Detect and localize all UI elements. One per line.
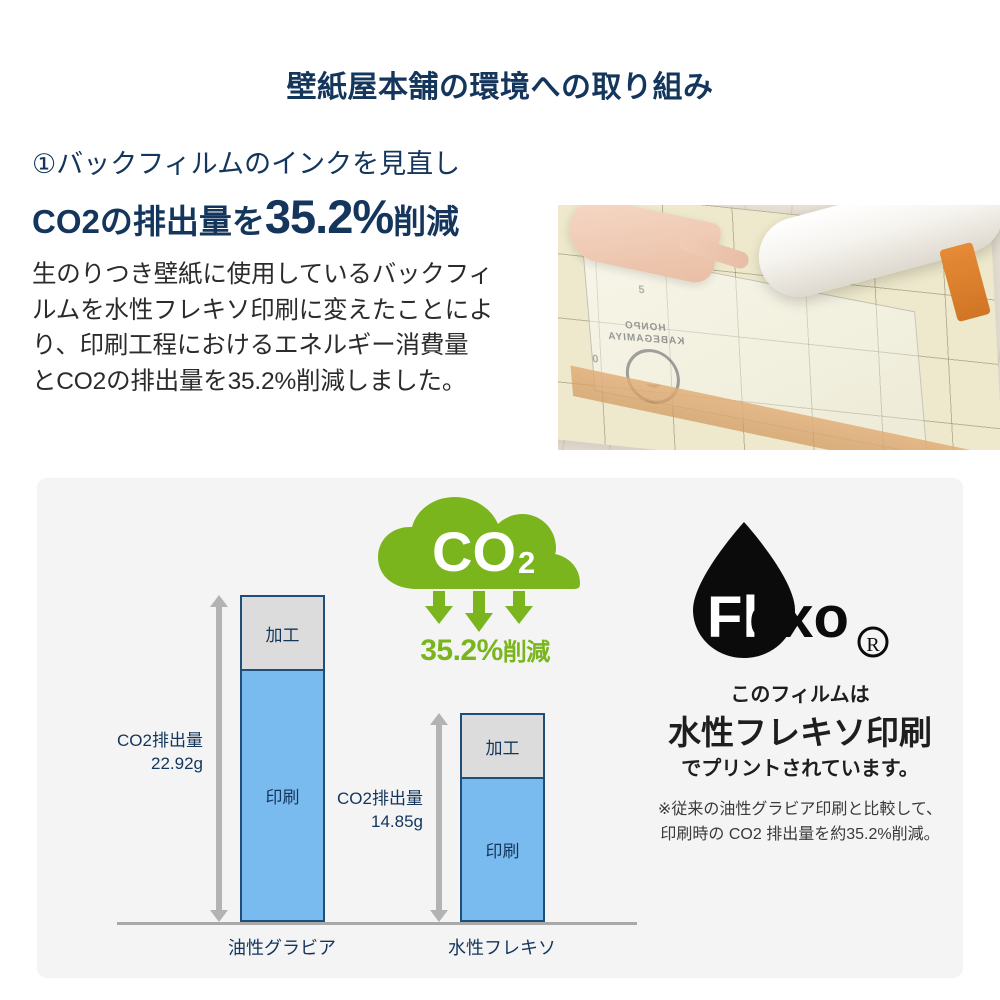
bar1-amount-value: 22.92g <box>151 753 203 773</box>
arrow-head-up-icon <box>430 713 448 725</box>
intro-highlight: CO2の排出量を35.2%削減 <box>32 192 552 241</box>
svg-text:2: 2 <box>518 545 535 580</box>
flexo-note-line: 印刷時の CO2 排出量を約35.2%削減。 <box>660 825 940 843</box>
co2-reduction-suffix: 削減 <box>502 639 551 666</box>
bar1-amount: CO2排出量 22.92g <box>55 730 203 776</box>
intro-body-line: ルムを水性フレキソ印刷に変えたことによ <box>32 296 494 324</box>
bar2-amount-value: 14.85g <box>371 811 423 831</box>
bar2-segment-processing: 加工 <box>462 715 543 777</box>
bar1-amount-label: CO2排出量 <box>117 731 203 750</box>
bar2-measure-arrow <box>430 713 448 922</box>
co2-reduction-value: 35.2% <box>420 634 503 667</box>
bar1-category-label: 油性グラビア <box>228 938 336 958</box>
svg-text:R: R <box>866 634 880 656</box>
co2-reduction-label: 35.2%削減 <box>370 632 600 668</box>
svg-text:exo: exo <box>749 585 849 650</box>
intro-body: 生のりつき壁紙に使用しているバックフィ ルムを水性フレキソ印刷に変えたことによ … <box>32 257 552 399</box>
intro-highlight-suffix: 削減 <box>393 202 460 240</box>
flexo-caption: このフィルムは <box>730 684 870 706</box>
flexo-droplet-icon: Fl exo R <box>693 522 889 658</box>
svg-text:Fl: Fl <box>707 585 759 650</box>
flexo-sub-text: でプリントされています。 <box>681 758 919 780</box>
arrow-shaft <box>436 723 442 912</box>
intro-body-line: とCO2の排出量を35.2%削減しました。 <box>32 367 467 395</box>
bar1-segment-processing: 加工 <box>242 597 323 669</box>
bar-water-flexo: 加工 印刷 <box>460 713 545 922</box>
arrow-head-up-icon <box>210 595 228 607</box>
intro-highlight-percent: 35.2% <box>264 189 394 243</box>
flexo-block: Fl exo R このフィルムは 水性フレキソ印刷 でプリントされています。 ※… <box>637 498 963 958</box>
flexo-logo: Fl exo R <box>637 518 963 663</box>
svg-text:CO: CO <box>432 520 516 583</box>
intro-heading: ①バックフィルムのインクを見直し <box>32 149 461 179</box>
intro-highlight-prefix: CO2の排出量を <box>32 202 265 240</box>
bar-oil-gravure: 加工 印刷 <box>240 595 325 922</box>
bar1-segment-printing: 印刷 <box>242 669 323 920</box>
comparison-panel: CO2排出量 22.92g 加工 印刷 油性グラビア CO2排出量 14.85g… <box>37 478 963 978</box>
co2-cloud-icon: CO 2 <box>378 497 580 632</box>
arrow-head-down-icon <box>210 910 228 922</box>
bar1-measure-arrow <box>210 595 228 922</box>
co2-cloud-graphic: CO 2 35.2%削減 <box>370 493 600 693</box>
chart-baseline <box>117 922 637 925</box>
flexo-note: ※従来の油性グラビア印刷と比較して、 印刷時の CO2 排出量を約35.2%削減… <box>637 798 963 848</box>
arrow-shaft <box>216 605 222 912</box>
flexo-note-line: ※従来の油性グラビア印刷と比較して、 <box>657 801 943 818</box>
flexo-main-text: 水性フレキソ印刷 <box>668 714 932 751</box>
page-title: 壁紙屋本舗の環境への取り組み <box>286 71 714 104</box>
bar2-category-label: 水性フレキソ <box>448 938 556 958</box>
bar2-amount-label: CO2排出量 <box>337 789 423 808</box>
bar2-segment-printing: 印刷 <box>462 777 543 920</box>
intro-body-line: 生のりつき壁紙に使用しているバックフィ <box>32 261 493 289</box>
intro-body-line: り、印刷工程におけるエネルギー消費量 <box>32 332 469 360</box>
arrow-head-down-icon <box>430 910 448 922</box>
bar2-amount: CO2排出量 14.85g <box>275 788 423 834</box>
intro-block: ①バックフィルムのインクを見直し CO2の排出量を35.2%削減 生のりつき壁紙… <box>32 149 552 399</box>
wallpaper-backfilm-photo: 10 5 0 HONPOKABEGAMIYA <box>558 205 1000 450</box>
co2-bar-chart: CO2排出量 22.92g 加工 印刷 油性グラビア CO2排出量 14.85g… <box>37 478 637 978</box>
